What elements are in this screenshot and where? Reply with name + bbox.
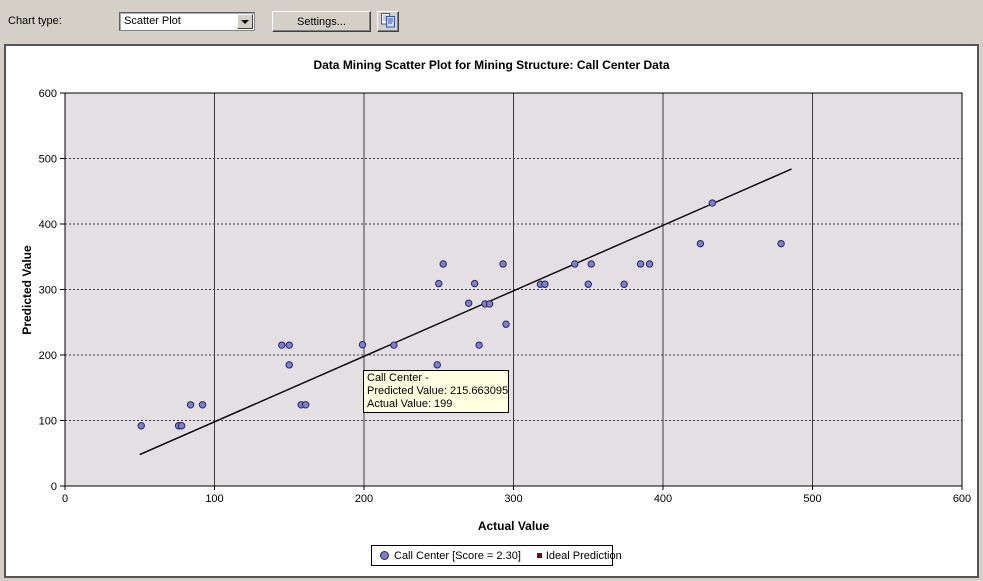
y-tick-label: 100 [39,416,57,428]
y-tick-label: 300 [39,285,57,297]
scatter-point[interactable] [620,280,628,288]
tooltip-actual-value: Actual Value: 199 [367,398,453,410]
scatter-plot-area[interactable]: 0 100 200 300 400 500 600 0 100 200 300 400 500 600 [6,46,977,576]
legend-series-label: Call Center [Score = 2.30] [394,549,521,562]
legend-ideal-label: Ideal Prediction [545,549,622,562]
scatter-point[interactable] [708,199,717,207]
y-axis-title: Predicted Value [20,245,34,335]
toolbar: Chart type: Scatter Plot Settings... [0,0,983,44]
scatter-point[interactable] [777,239,785,248]
scatter-point[interactable] [301,401,310,409]
scatter-point[interactable] [285,341,293,349]
legend: Call Center [Score = 2.30] Ideal Predict… [371,545,622,566]
chart-title: Data Mining Scatter Plot for Mining Stru… [313,58,670,72]
chart-type-label: Chart type: [8,15,62,27]
y-tick-label: 400 [39,219,57,231]
settings-button-label: Settings... [297,15,346,28]
chart-type-selected-value: Scatter Plot [124,15,181,27]
x-tick-label: 400 [654,493,672,505]
x-tick-label: 500 [803,493,821,505]
x-axis-title: Actual Value [477,519,550,533]
y-tick-label: 0 [51,481,57,493]
x-tick-label: 300 [504,493,522,505]
scatter-point[interactable] [198,401,207,409]
plot-border [64,92,963,487]
x-tick-label: 100 [205,493,223,505]
scatter-point[interactable] [636,260,645,268]
chart-panel: Data Mining Scatter Plot for Mining Stru… [4,44,979,578]
scatter-point[interactable] [475,341,483,349]
x-tick-label: 0 [62,493,68,505]
y-tick-label: 200 [39,350,57,362]
scatter-point[interactable] [390,341,398,349]
scatter-point[interactable] [177,422,186,430]
y-tick-label: 600 [39,88,57,100]
scatter-point[interactable] [285,361,293,369]
x-tick-label: 600 [953,493,971,505]
y-tick-label: 500 [39,154,57,166]
scatter-point[interactable] [502,320,510,328]
scatter-point[interactable] [584,280,592,288]
ideal-prediction-line [139,168,792,456]
scatter-point[interactable] [571,260,579,268]
copy-button[interactable] [377,11,399,32]
scatter-point[interactable] [435,279,443,288]
x-tick-label: 200 [355,493,373,505]
scatter-point[interactable] [464,299,473,307]
tooltip-predicted-value: Predicted Value: 215.663095 [367,385,509,397]
chevron-down-icon [241,19,249,24]
legend-circle-marker-icon [380,551,389,560]
dropdown-button[interactable] [237,14,253,29]
scatter-point[interactable] [470,279,479,288]
scatter-point[interactable] [186,401,195,409]
scatter-point[interactable] [541,280,549,288]
settings-button[interactable]: Settings... [272,11,371,32]
chart-type-dropdown[interactable]: Scatter Plot [119,12,255,31]
tooltip-series-name: Call Center - [367,372,429,384]
scatter-point[interactable] [439,260,447,268]
scatter-point[interactable] [278,341,286,349]
scatter-point[interactable] [485,300,494,308]
copy-icon [380,12,396,31]
datapoint-tooltip: Call Center - Predicted Value: 215.66309… [363,370,509,413]
legend-square-marker-icon [536,553,542,558]
scatter-point[interactable] [645,260,654,268]
scatter-point[interactable] [137,422,145,430]
scatter-point[interactable] [358,341,367,349]
scatter-point[interactable] [499,260,507,268]
scatter-point[interactable] [587,260,595,268]
scatter-point[interactable] [433,361,441,369]
scatter-point[interactable] [696,239,705,248]
